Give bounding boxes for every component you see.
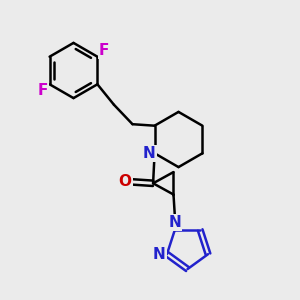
Text: N: N bbox=[168, 215, 181, 230]
Text: N: N bbox=[153, 247, 166, 262]
Text: F: F bbox=[99, 43, 109, 58]
Text: O: O bbox=[119, 174, 132, 189]
Text: F: F bbox=[38, 83, 48, 98]
Text: N: N bbox=[143, 146, 156, 161]
